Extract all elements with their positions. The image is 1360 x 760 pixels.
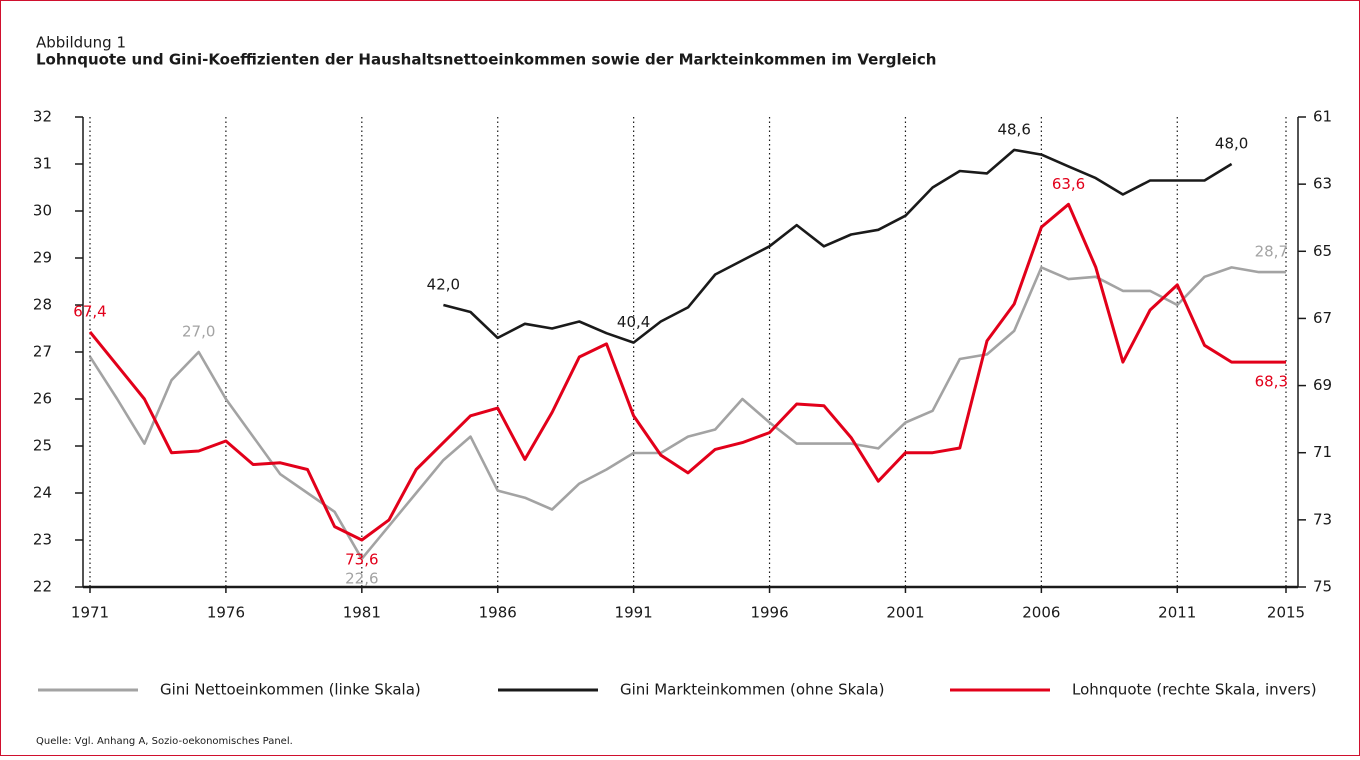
x-tick-label: 1976 (207, 604, 245, 622)
y-tick-label: 23 (33, 531, 52, 549)
chart-title: Lohnquote und Gini-Koeffizienten der Hau… (36, 51, 937, 69)
x-tick-label: 1981 (343, 604, 381, 622)
x-tick-label: 2001 (886, 604, 924, 622)
x-tick-label: 2011 (1158, 604, 1196, 622)
y-tick-label: 25 (33, 437, 52, 455)
y2-tick-label: 61 (1313, 108, 1332, 126)
y-tick-label: 31 (33, 155, 52, 173)
figure-label: Abbildung 1 (36, 34, 126, 52)
y2-tick-label: 75 (1313, 578, 1332, 596)
y-tick-label: 27 (33, 343, 52, 361)
series-line (443, 148, 1233, 344)
x-tick-label: 2015 (1267, 604, 1305, 622)
data-label: 40,4 (617, 313, 650, 331)
data-label: 22,6 (345, 569, 378, 587)
data-label: 73,6 (345, 551, 378, 569)
legend-label: Gini Markteinkommen (ohne Skala) (620, 681, 884, 699)
x-tick-label: 1996 (750, 604, 788, 622)
y2-tick-label: 63 (1313, 175, 1332, 193)
x-tick-label: 1991 (615, 604, 653, 622)
source: Quelle: Vgl. Anhang A, Sozio-oekonomisch… (36, 736, 293, 747)
y2-tick-label: 73 (1313, 510, 1332, 528)
y-tick-label: 30 (33, 202, 52, 220)
y2-tick-label: 69 (1313, 376, 1332, 394)
data-label: 48,6 (997, 120, 1030, 138)
series-line (88, 202, 1286, 542)
x-tick-label: 2006 (1022, 604, 1060, 622)
y-tick-label: 26 (33, 390, 52, 408)
series-line (88, 266, 1286, 561)
data-label: 68,3 (1255, 373, 1288, 391)
x-tick-label: 1971 (71, 604, 109, 622)
legend-label: Lohnquote (rechte Skala, invers) (1072, 681, 1317, 699)
data-label: 67,4 (73, 302, 106, 320)
y-tick-label: 28 (33, 296, 52, 314)
data-label: 63,6 (1052, 175, 1085, 193)
y-tick-label: 29 (33, 249, 52, 267)
y2-tick-label: 65 (1313, 242, 1332, 260)
y-tick-label: 24 (33, 484, 52, 502)
data-label: 48,0 (1215, 135, 1248, 153)
y2-tick-label: 67 (1313, 309, 1332, 327)
x-tick-label: 1986 (479, 604, 517, 622)
y2-tick-label: 71 (1313, 443, 1332, 461)
y-tick-label: 32 (33, 108, 52, 126)
legend-label: Gini Nettoeinkommen (linke Skala) (160, 681, 421, 699)
y-tick-label: 22 (33, 578, 52, 596)
data-label: 28,7 (1255, 243, 1288, 261)
data-label: 42,0 (427, 276, 460, 294)
data-label: 27,0 (182, 323, 215, 341)
